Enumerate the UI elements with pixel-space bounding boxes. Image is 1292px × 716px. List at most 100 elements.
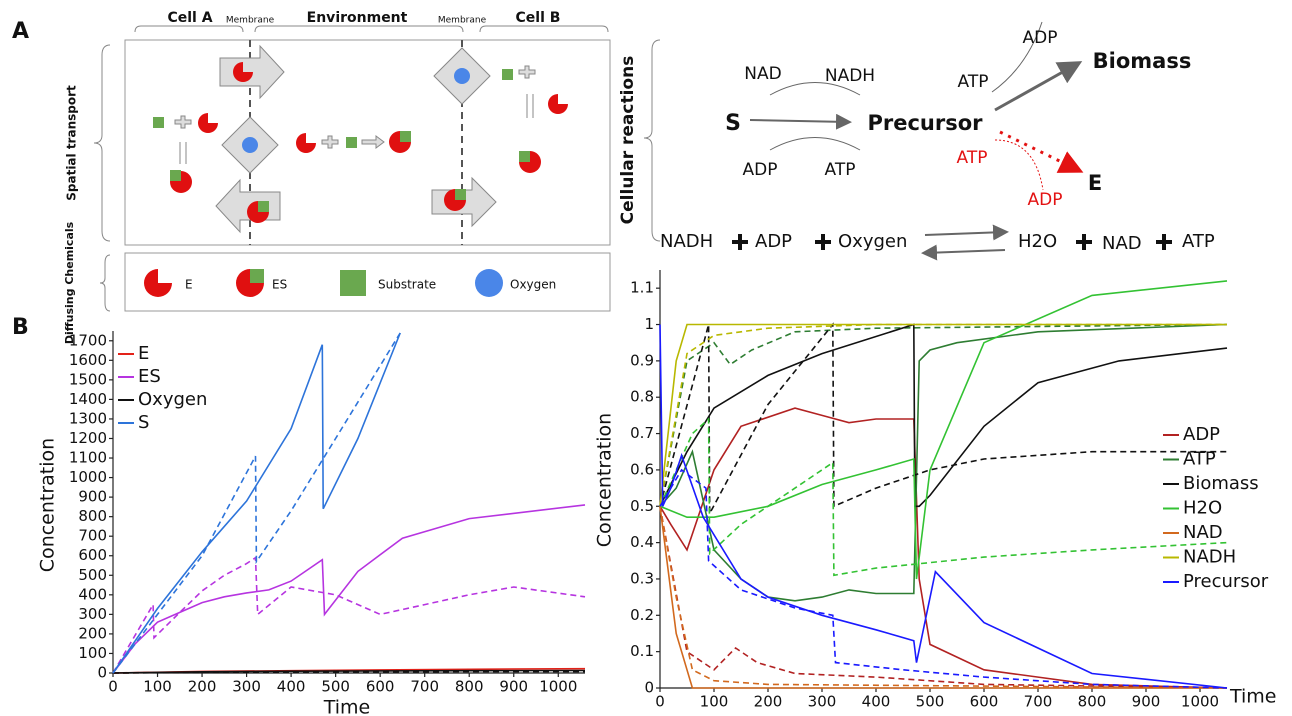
cofactor: ATP bbox=[957, 148, 988, 168]
cofactor: ADP bbox=[743, 160, 778, 180]
x-tick-label: 900 bbox=[1132, 693, 1161, 711]
arrow bbox=[999, 130, 1084, 173]
y-tick-label: 0 bbox=[97, 664, 107, 682]
species: E bbox=[1088, 171, 1102, 195]
species: S bbox=[725, 111, 741, 136]
legend-label: E bbox=[138, 343, 149, 364]
plus-signs bbox=[732, 234, 1172, 250]
cofactor: ATP bbox=[958, 72, 989, 92]
legend-label: Oxygen bbox=[510, 278, 556, 292]
series-line bbox=[659, 468, 1228, 689]
series-line bbox=[659, 506, 1228, 689]
series-line bbox=[112, 556, 586, 674]
arrow bbox=[994, 61, 1083, 112]
header: Cell B bbox=[516, 10, 561, 26]
y-tick-label: 400 bbox=[78, 585, 107, 603]
legend-label: ES bbox=[138, 366, 161, 387]
double-arrow bbox=[179, 142, 187, 164]
x-tick-label: 300 bbox=[232, 678, 261, 696]
series-line bbox=[659, 322, 1227, 514]
header: Membrane bbox=[226, 16, 275, 26]
series-line bbox=[659, 323, 1227, 507]
y-tick-label: 1.1 bbox=[630, 279, 654, 297]
x-tick-label: 800 bbox=[1078, 693, 1107, 711]
series-line bbox=[659, 323, 1228, 602]
side-label: Cellular reactions bbox=[618, 56, 638, 225]
y-tick-label: 1400 bbox=[69, 390, 107, 408]
y-tick-label: 1700 bbox=[69, 331, 107, 349]
series-line bbox=[659, 280, 1228, 580]
x-tick-label: 400 bbox=[277, 678, 306, 696]
equation-term: NAD bbox=[1102, 233, 1142, 254]
species: Biomass bbox=[1093, 49, 1192, 73]
series-line bbox=[659, 407, 1228, 689]
equation-term: ATP bbox=[1182, 231, 1215, 252]
series-line bbox=[112, 332, 401, 674]
x-tick-label: 0 bbox=[108, 678, 118, 696]
reaction-diagram: Cellular reactions S Precursor Biomass E… bbox=[618, 21, 1215, 261]
y-axis-label: Concentration bbox=[594, 413, 616, 547]
y-tick-label: 100 bbox=[78, 644, 107, 662]
x-axis-label: Time bbox=[1229, 686, 1277, 708]
y-tick-label: 0.6 bbox=[630, 460, 654, 478]
series-line bbox=[659, 417, 1228, 577]
series-line bbox=[659, 323, 1228, 507]
equation-term: H2O bbox=[1018, 231, 1057, 252]
y-tick-label: 700 bbox=[78, 527, 107, 545]
equation-term: NADH bbox=[660, 231, 713, 252]
legend-label: NADH bbox=[1183, 547, 1236, 568]
cofactor: ADP bbox=[1023, 28, 1058, 48]
y-tick-label: 800 bbox=[78, 507, 107, 525]
arrow bbox=[924, 224, 1009, 241]
transporter bbox=[215, 178, 281, 234]
arc bbox=[769, 82, 861, 151]
legend-label: Biomass bbox=[1183, 473, 1259, 494]
legend-label: ATP bbox=[1183, 449, 1216, 470]
series-line bbox=[659, 323, 1227, 507]
header: Environment bbox=[307, 10, 408, 26]
plus bbox=[518, 65, 536, 79]
y-tick-label: 1100 bbox=[69, 449, 107, 467]
x-axis-label: Time bbox=[323, 697, 371, 716]
legend-label: Substrate bbox=[378, 278, 436, 292]
y-axis-label: Concentration bbox=[37, 438, 59, 572]
cofactor: NAD bbox=[744, 64, 781, 84]
transport-diagram: Cell A Membrane Environment Membrane Cel… bbox=[63, 10, 611, 344]
x-tick-label: 1000 bbox=[539, 678, 577, 696]
arc bbox=[991, 21, 1043, 93]
x-tick-label: 500 bbox=[916, 693, 945, 711]
series-line bbox=[659, 323, 1228, 508]
legend-label: S bbox=[138, 412, 149, 433]
side-label: Diffusing Chemicals bbox=[63, 221, 76, 344]
series-line bbox=[112, 332, 401, 674]
y-tick-label: 1500 bbox=[69, 370, 107, 388]
series-line bbox=[659, 324, 1228, 689]
legend-label: Precursor bbox=[1183, 571, 1269, 592]
y-tick-label: 0.2 bbox=[630, 606, 654, 624]
header: Membrane bbox=[438, 16, 487, 26]
x-tick-label: 200 bbox=[754, 693, 783, 711]
icons bbox=[144, 62, 568, 297]
legend-label: ES bbox=[272, 278, 287, 292]
legend-label: NAD bbox=[1183, 522, 1223, 543]
panel-label: B bbox=[12, 315, 29, 340]
y-tick-label: 1300 bbox=[69, 409, 107, 427]
x-tick-label: 600 bbox=[970, 693, 999, 711]
panel-label: A bbox=[12, 19, 29, 44]
brace bbox=[93, 44, 111, 312]
y-tick-label: 300 bbox=[78, 605, 107, 623]
x-tick-label: 300 bbox=[808, 693, 837, 711]
header: Cell A bbox=[167, 10, 212, 26]
y-tick-label: 0.3 bbox=[630, 569, 654, 587]
y-tick-label: 0.4 bbox=[630, 533, 654, 551]
series-line bbox=[659, 506, 1227, 689]
y-tick-label: 1 bbox=[644, 315, 654, 333]
y-tick-label: 1200 bbox=[69, 429, 107, 447]
frame bbox=[124, 252, 611, 312]
y-tick-label: 0.5 bbox=[630, 497, 654, 515]
y-tick-label: 0.7 bbox=[630, 424, 654, 442]
x-tick-label: 200 bbox=[188, 678, 217, 696]
y-tick-label: 0.8 bbox=[630, 388, 654, 406]
y-tick-label: 500 bbox=[78, 566, 107, 584]
